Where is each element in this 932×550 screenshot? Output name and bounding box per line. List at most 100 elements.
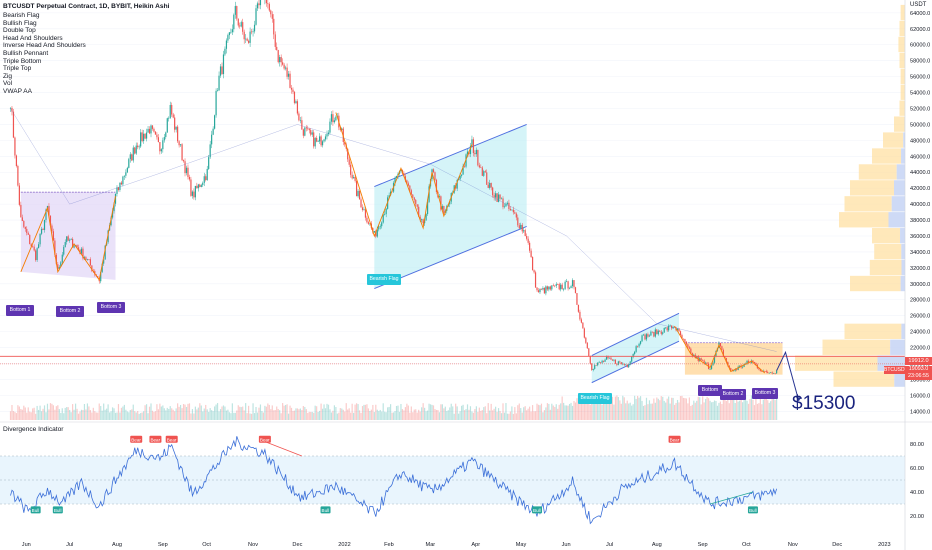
candle-body — [620, 362, 622, 364]
candle-body — [138, 146, 140, 148]
volume-bar — [678, 402, 680, 420]
volume-bar — [82, 410, 84, 420]
volume-bar — [122, 406, 124, 420]
volume-bar — [249, 413, 251, 420]
candle-body — [15, 155, 18, 166]
volume-bar — [400, 403, 402, 420]
volume-bar — [227, 409, 229, 420]
volume-bar — [79, 411, 81, 420]
candle-body — [252, 31, 254, 33]
volume-bar — [407, 405, 409, 420]
volume-bar — [89, 410, 91, 420]
volume-bar — [54, 409, 56, 420]
volume-bar — [48, 409, 50, 420]
volume-bar — [72, 404, 74, 420]
volume-bar — [418, 409, 420, 420]
candle-body — [481, 167, 483, 176]
volume-bar — [656, 397, 658, 420]
volume-bar — [385, 412, 387, 420]
y-tick-label: 40000.0 — [910, 202, 930, 208]
volume-bar — [552, 405, 554, 420]
candle-body — [558, 284, 560, 290]
candle-body — [305, 127, 307, 129]
volume-bar — [450, 403, 452, 420]
volume-bar — [452, 406, 454, 420]
volume-bar — [489, 410, 491, 420]
candle-body — [672, 326, 674, 329]
candle-body — [381, 222, 383, 227]
volume-bar — [222, 405, 225, 420]
candle-body — [293, 91, 296, 103]
candle-body — [20, 204, 22, 218]
candle-body — [209, 144, 211, 158]
volume-bar — [644, 405, 646, 420]
volume-bars — [9, 395, 778, 420]
candle-body — [549, 286, 551, 290]
volume-bar — [455, 403, 457, 420]
candle-body — [486, 172, 488, 185]
volume-bar — [259, 404, 262, 420]
candle-body — [26, 228, 28, 234]
volume-bar — [357, 404, 359, 420]
volume-profile-bar — [899, 20, 905, 37]
volume-bar — [36, 405, 38, 420]
legend-item: Head And Shoulders — [3, 34, 63, 42]
candle-body — [110, 217, 112, 226]
volume-bar — [579, 395, 581, 420]
candle-body — [385, 208, 387, 215]
x-tick-label: Dec — [832, 542, 842, 548]
y-tick-label: 58000.0 — [910, 59, 930, 65]
candle-body — [566, 281, 568, 282]
candle-body — [477, 149, 479, 166]
volume-bar — [555, 404, 557, 420]
x-tick-label: Feb — [384, 542, 394, 548]
volume-bar — [468, 409, 470, 420]
volume-bar — [768, 402, 770, 420]
volume-bar — [69, 409, 71, 420]
volume-bar — [623, 397, 625, 420]
candle-body — [35, 250, 37, 261]
candle-body — [712, 362, 714, 366]
candle-body — [61, 254, 63, 263]
volume-bar — [284, 404, 287, 420]
volume-bar — [66, 407, 68, 420]
volume-bar — [570, 402, 572, 420]
candle-body — [113, 203, 115, 212]
volume-bar — [92, 407, 94, 420]
candle-body — [608, 357, 611, 359]
volume-bar — [505, 403, 507, 420]
volume-bar — [722, 398, 724, 420]
candle-body — [182, 160, 185, 162]
candle-body — [487, 184, 489, 188]
candle-body — [258, 3, 260, 6]
candle-body — [363, 209, 365, 210]
volume-bar — [120, 407, 123, 420]
volume-bar — [557, 408, 559, 420]
volume-bar — [752, 399, 754, 420]
candle-body — [619, 361, 621, 363]
legend-item: VWAP AA — [3, 88, 32, 95]
candle-body — [101, 263, 103, 272]
volume-bar — [172, 409, 174, 420]
volume-bar — [737, 401, 739, 420]
candle-body — [39, 233, 41, 245]
volume-bar — [709, 400, 711, 420]
candle-body — [324, 136, 327, 140]
candle-body — [299, 120, 301, 121]
candle-body — [520, 224, 522, 229]
volume-bar — [533, 411, 535, 420]
volume-bar — [592, 403, 594, 420]
volume-profile-bar — [850, 275, 901, 292]
candle-body — [410, 190, 412, 195]
candle-body — [644, 334, 646, 340]
volume-profile-bar — [900, 68, 905, 84]
volume-bar — [449, 407, 451, 420]
candle-body — [323, 139, 325, 142]
candle-body — [148, 128, 151, 134]
candle-body — [586, 342, 588, 349]
y-tick-label: 54000.0 — [910, 91, 930, 97]
volume-bar — [713, 400, 716, 420]
volume-profile-bar — [850, 180, 894, 196]
candle-body — [407, 183, 409, 186]
